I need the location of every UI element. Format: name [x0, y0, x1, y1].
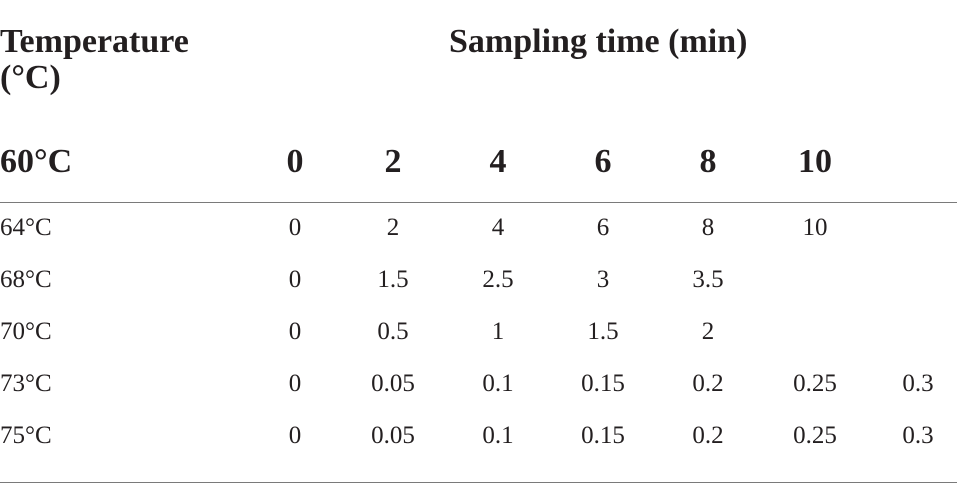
- subheader-label: 60°C: [0, 143, 73, 180]
- temperature-header-line1: Temperature: [0, 23, 189, 60]
- table-cell: 0.15: [581, 422, 625, 449]
- table-cell: 0.05: [371, 370, 415, 397]
- table-cell: 1: [491, 318, 505, 345]
- table-cell: 0.1: [482, 422, 514, 449]
- table-cell: 0.05: [371, 422, 415, 449]
- time-header-cell: 2: [384, 143, 402, 180]
- table-cell: 10: [802, 214, 828, 241]
- sampling-time-header: Sampling time (min): [449, 23, 748, 60]
- row-label: 68°C: [0, 266, 52, 293]
- table-cell: 1.5: [587, 318, 619, 345]
- table-cell: 1.5: [377, 266, 409, 293]
- table-row: 75°C 0 0.05 0.1 0.15 0.2 0.25 0.3: [0, 419, 957, 453]
- table-cell: 0: [288, 266, 302, 293]
- table-row: 73°C 0 0.05 0.1 0.15 0.2 0.25 0.3: [0, 367, 957, 401]
- table-cell: 0: [288, 422, 302, 449]
- row-label: 75°C: [0, 422, 52, 449]
- time-header-cell: 0: [286, 143, 304, 180]
- temperature-header-line2: (°C): [0, 59, 61, 96]
- row-label: 73°C: [0, 370, 52, 397]
- table-cell: 6: [596, 214, 610, 241]
- table-cell: 0.2: [692, 422, 724, 449]
- table-cell: 2.5: [482, 266, 514, 293]
- table-cell: 3: [596, 266, 610, 293]
- table-cell: 4: [491, 214, 505, 241]
- table-cell: 2: [386, 214, 400, 241]
- table-cell: 0.3: [902, 422, 934, 449]
- table-bottom-rule: [0, 482, 957, 483]
- time-header-cell: 6: [594, 143, 612, 180]
- table-cell: 0.5: [377, 318, 409, 345]
- row-label: 70°C: [0, 318, 52, 345]
- table-cell: 0.25: [793, 422, 837, 449]
- row-label: 64°C: [0, 214, 52, 241]
- table-cell: 0.25: [793, 370, 837, 397]
- table-cell: 8: [701, 214, 715, 241]
- table-top-rule: [0, 202, 957, 203]
- table-cell: 0.3: [902, 370, 934, 397]
- time-header-cell: 10: [798, 143, 832, 180]
- table-cell: 0: [288, 318, 302, 345]
- table-row: 64°C 0 2 4 6 8 10: [0, 211, 957, 245]
- table-cell: 0.2: [692, 370, 724, 397]
- table-cell: 0.1: [482, 370, 514, 397]
- table-row: 68°C 0 1.5 2.5 3 3.5: [0, 263, 957, 297]
- table-cell: 0: [288, 370, 302, 397]
- subheader-row: 60°C 0 2 4 6 8 10: [0, 142, 957, 182]
- table-cell: 0: [288, 214, 302, 241]
- table-cell: 3.5: [692, 266, 724, 293]
- temperature-column-header: Temperature (°C): [0, 24, 189, 96]
- table-cell: 0.15: [581, 370, 625, 397]
- time-header-cell: 4: [489, 143, 507, 180]
- table-row: 70°C 0 0.5 1 1.5 2: [0, 315, 957, 349]
- table-cell: 2: [701, 318, 715, 345]
- time-header-cell: 8: [699, 143, 717, 180]
